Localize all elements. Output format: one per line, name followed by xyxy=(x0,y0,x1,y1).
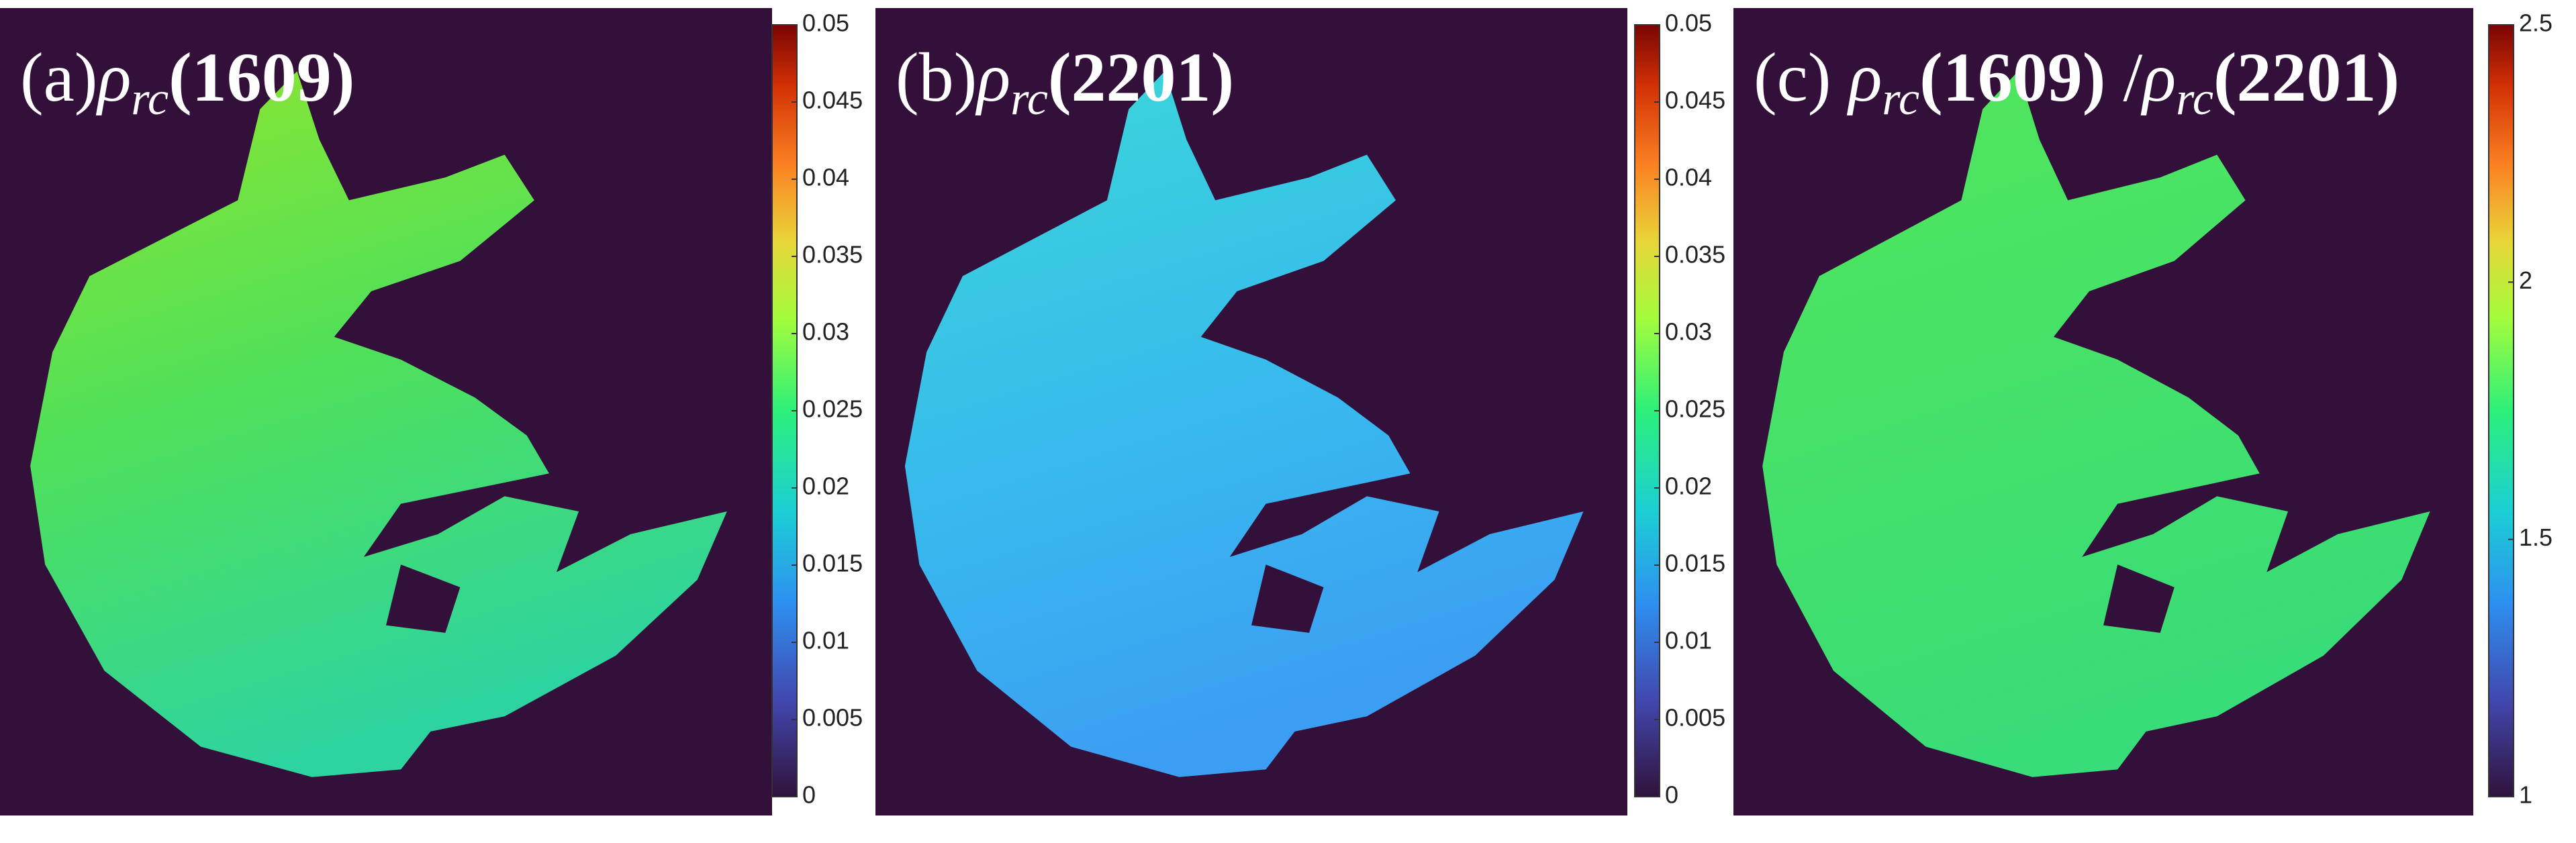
colorbar-tick-label: 0 xyxy=(802,781,816,809)
colorbar-tick-label: 0.05 xyxy=(1665,9,1712,37)
colorbar-tick-label: 0.03 xyxy=(802,318,849,346)
title-part: (2201) xyxy=(2213,39,2399,116)
colorbar-tick-label: 0.035 xyxy=(802,241,863,268)
panel-title: (b)ρrc(2201) xyxy=(896,39,1234,125)
title-part: (2201) xyxy=(1048,39,1234,116)
title-part: (1609) xyxy=(169,39,354,116)
title-part: rc xyxy=(2176,73,2213,125)
colorbar-tick-label: 0.01 xyxy=(802,627,849,654)
colorbar-tick-label: 0.03 xyxy=(1665,318,1712,346)
colorbar-tick-label: 0.015 xyxy=(1665,550,1725,577)
title-part: rc xyxy=(1882,73,1919,125)
colorbar-tick-label: 0.04 xyxy=(1665,164,1712,191)
title-part: (b) xyxy=(896,39,977,116)
colorbar-tick-label: 0.035 xyxy=(1665,241,1725,268)
water-body xyxy=(904,71,1584,777)
panel: (b)ρrc(2201) 0 0.005 0.01 0.015 0.02 0.025 0.03… xyxy=(875,8,1725,815)
title-part: ρ xyxy=(95,39,131,116)
colorbar-tick-label: 0.015 xyxy=(802,550,863,577)
colorbar-tick-label: 0.05 xyxy=(802,9,849,37)
colorbar-tick-label: 0.02 xyxy=(802,473,849,500)
colorbar-tick-label: 0.025 xyxy=(802,395,863,423)
title-part: ρ xyxy=(975,39,1010,116)
colorbar-tick-label: 0.01 xyxy=(1665,627,1712,654)
title-part: (c) xyxy=(1754,39,1848,116)
panel-title: (a)ρrc(1609) xyxy=(20,39,354,125)
water-body xyxy=(1762,71,2430,777)
title-part: / xyxy=(2105,39,2142,116)
colorbar-tick-label: 1.5 xyxy=(2519,524,2553,551)
colorbar-tick-label: 0.02 xyxy=(1665,473,1712,500)
title-part: rc xyxy=(1010,73,1048,125)
title-part: (a) xyxy=(20,39,97,116)
colorbar-tick-label: 2.5 xyxy=(2519,9,2553,37)
panel: (c) ρrc(1609) /ρrc(2201)11.522.5 xyxy=(1733,8,2553,815)
colorbar-tick-label: 0.04 xyxy=(802,164,849,191)
colorbar-tick-label: 0 xyxy=(1665,781,1678,809)
title-part: rc xyxy=(131,73,169,125)
colorbar-tick-label: 2 xyxy=(2519,266,2532,294)
colorbar-tick-label: 0.025 xyxy=(1665,395,1725,423)
colorbar-tick-label: 0.045 xyxy=(802,87,863,114)
colorbar-tick-label: 0.005 xyxy=(802,704,863,732)
panel-title: (c) ρrc(1609) /ρrc(2201) xyxy=(1754,39,2399,125)
title-part: ρ xyxy=(2140,39,2176,116)
colorbar-tick-label: 1 xyxy=(2519,781,2532,809)
colorbar-tick-label: 0.005 xyxy=(1665,704,1725,732)
title-part: ρ xyxy=(1846,39,1882,116)
water-body xyxy=(30,71,727,777)
colorbar xyxy=(2488,24,2514,797)
title-part: (1609) xyxy=(1919,39,2105,116)
colorbar-tick-label: 0.045 xyxy=(1665,87,1725,114)
panel: (a)ρrc(1609) 0 0.005 0.01 0.015 0.02 0.025 0.03… xyxy=(0,8,863,815)
